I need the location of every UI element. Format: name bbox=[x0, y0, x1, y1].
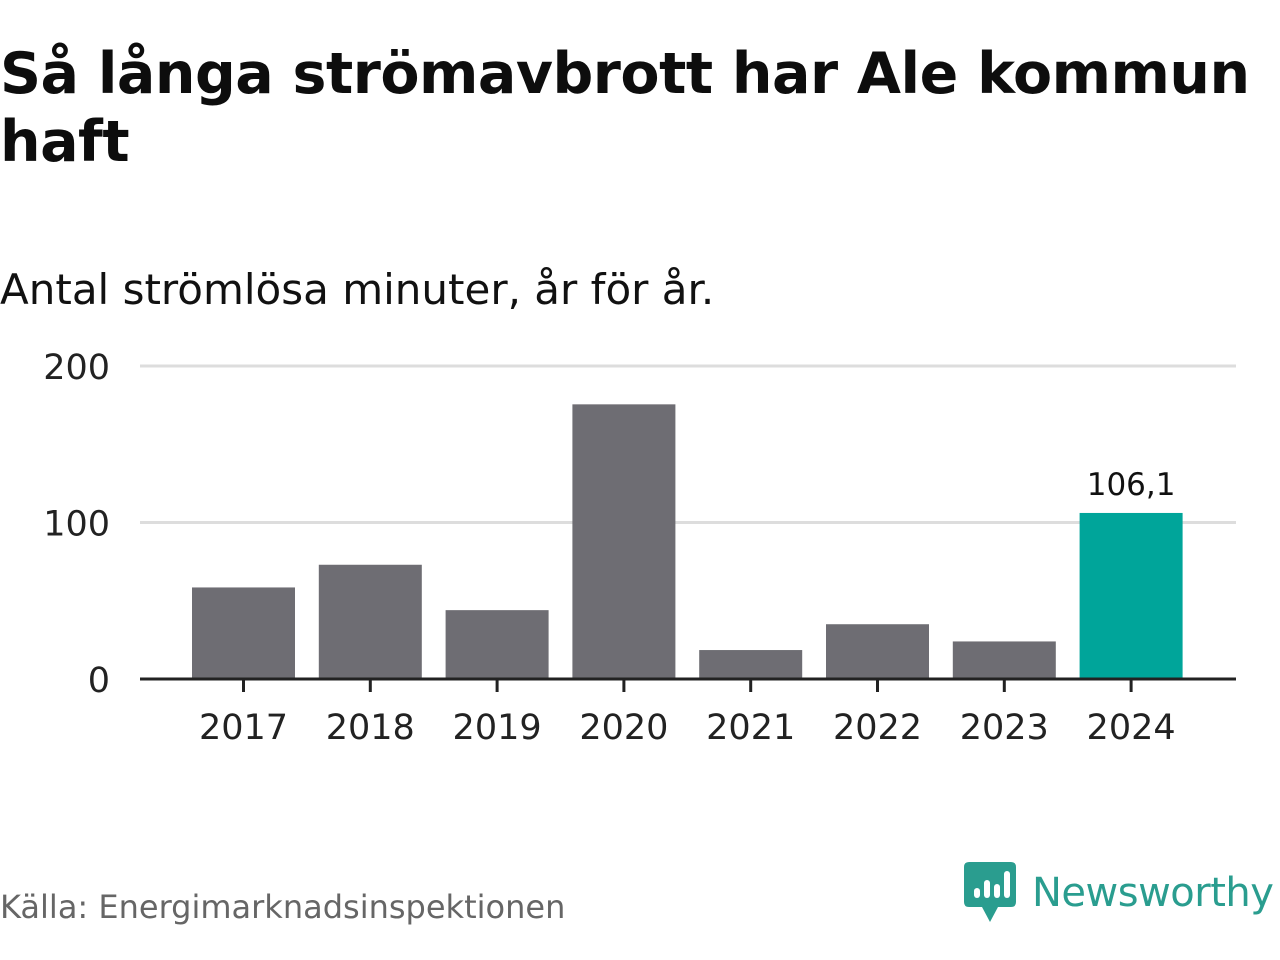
x-tick-label: 2023 bbox=[960, 708, 1049, 748]
data-label: 106,1 bbox=[1087, 467, 1176, 503]
bar-2017 bbox=[192, 587, 295, 679]
source-note: Källa: Energimarknadsinspektionen bbox=[0, 888, 566, 926]
x-tick-label: 2019 bbox=[453, 708, 542, 748]
bar-2022 bbox=[826, 624, 929, 679]
bar-2021 bbox=[699, 650, 803, 679]
newsworthy-logo-icon bbox=[964, 862, 1016, 922]
x-tick-label: 2022 bbox=[833, 708, 922, 748]
x-tick-label: 2018 bbox=[326, 708, 415, 748]
chart-subtitle: Antal strömlösa minuter, år för år. bbox=[0, 265, 715, 314]
y-tick-label: 0 bbox=[88, 661, 110, 701]
bar-2024 bbox=[1079, 512, 1183, 679]
x-tick-label: 2020 bbox=[579, 708, 668, 748]
x-tick-label: 2017 bbox=[199, 708, 288, 748]
y-tick-label: 200 bbox=[43, 348, 110, 388]
bar-2019 bbox=[445, 610, 549, 679]
x-tick-label: 2021 bbox=[706, 708, 795, 748]
chart-title: Så långa strömavbrott har Ale kommun haf… bbox=[0, 41, 1250, 175]
brand: Newsworthy bbox=[964, 862, 1274, 924]
x-tick-label: 2024 bbox=[1087, 708, 1176, 748]
y-tick-label: 100 bbox=[43, 505, 110, 545]
brand-name: Newsworthy bbox=[1032, 870, 1274, 916]
bar-2020 bbox=[572, 404, 676, 679]
bar-2018 bbox=[318, 564, 422, 679]
bar-2023 bbox=[952, 641, 1056, 679]
